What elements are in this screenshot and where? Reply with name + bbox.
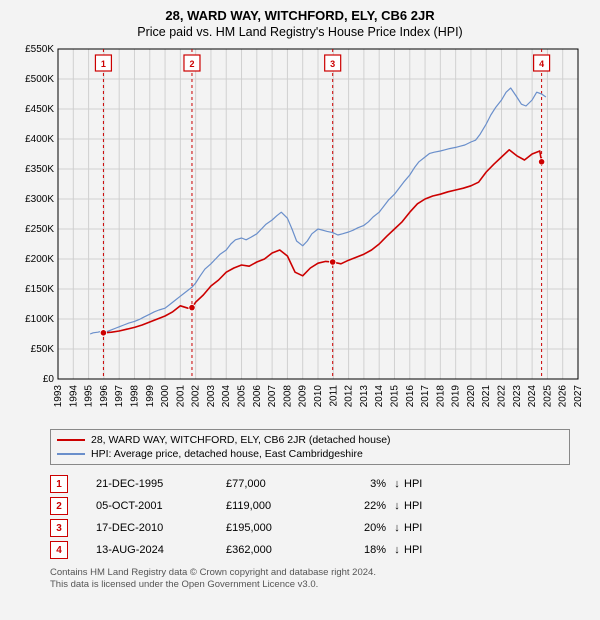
y-tick-label: £50K xyxy=(31,344,55,355)
x-tick-label: 2005 xyxy=(237,385,248,408)
tx-hpi-label: HPI xyxy=(404,478,434,490)
page-subtitle: Price paid vs. HM Land Registry's House … xyxy=(10,25,590,39)
transaction-table: 121-DEC-1995£77,0003%↓HPI205-OCT-2001£11… xyxy=(50,473,570,561)
x-tick-label: 2018 xyxy=(435,385,446,408)
x-tick-label: 1996 xyxy=(99,385,110,408)
x-tick-label: 2016 xyxy=(405,385,416,408)
x-tick-label: 2017 xyxy=(420,385,431,408)
x-tick-label: 2004 xyxy=(221,385,232,408)
x-tick-label: 2026 xyxy=(558,385,569,408)
transaction-dot xyxy=(189,304,195,310)
tx-price: £195,000 xyxy=(226,522,326,534)
tx-marker-number: 1 xyxy=(50,475,68,493)
tx-price: £119,000 xyxy=(226,500,326,512)
y-tick-label: £300K xyxy=(25,194,54,205)
down-arrow-icon: ↓ xyxy=(390,544,404,556)
table-row: 2 05-OCT-2001£119,00022%↓HPI xyxy=(50,495,570,517)
y-tick-label: £100K xyxy=(25,314,54,325)
legend-swatch xyxy=(57,439,85,441)
legend-row: HPI: Average price, detached house, East… xyxy=(57,447,563,461)
x-tick-label: 2010 xyxy=(313,385,324,408)
x-tick-label: 2015 xyxy=(389,385,400,408)
tx-date: 13-AUG-2024 xyxy=(96,544,226,556)
tx-pct: 22% xyxy=(326,500,390,512)
y-tick-label: £200K xyxy=(25,254,54,265)
tx-pct: 18% xyxy=(326,544,390,556)
chart-marker-label: 3 xyxy=(330,59,335,69)
x-tick-label: 1995 xyxy=(84,385,95,408)
x-tick-label: 2001 xyxy=(175,385,186,408)
table-row: 3 17-DEC-2010£195,00020%↓HPI xyxy=(50,517,570,539)
legend: 28, WARD WAY, WITCHFORD, ELY, CB6 2JR (d… xyxy=(50,429,570,465)
x-tick-label: 2024 xyxy=(527,385,538,408)
tx-date: 05-OCT-2001 xyxy=(96,500,226,512)
x-tick-label: 2003 xyxy=(206,385,217,408)
tx-pct: 3% xyxy=(326,478,390,490)
x-tick-label: 1997 xyxy=(114,385,125,408)
y-tick-label: £150K xyxy=(25,284,54,295)
x-tick-label: 1994 xyxy=(68,385,79,408)
down-arrow-icon: ↓ xyxy=(390,500,404,512)
x-tick-label: 2023 xyxy=(512,385,523,408)
chart-marker-label: 2 xyxy=(189,59,194,69)
x-tick-label: 1999 xyxy=(145,385,156,408)
page-container: 28, WARD WAY, WITCHFORD, ELY, CB6 2JR Pr… xyxy=(0,0,600,620)
x-tick-label: 2002 xyxy=(191,385,202,408)
x-tick-label: 2011 xyxy=(328,385,339,407)
tx-price: £77,000 xyxy=(226,478,326,490)
x-tick-label: 1998 xyxy=(129,385,140,408)
tx-hpi-label: HPI xyxy=(404,500,434,512)
table-row: 1 21-DEC-1995£77,0003%↓HPI xyxy=(50,473,570,495)
x-tick-label: 2012 xyxy=(344,385,355,408)
down-arrow-icon: ↓ xyxy=(390,478,404,490)
y-tick-label: £500K xyxy=(25,74,54,85)
x-tick-label: 2008 xyxy=(282,385,293,408)
x-tick-label: 2006 xyxy=(252,385,263,408)
y-tick-label: £0 xyxy=(43,374,55,385)
tx-date: 21-DEC-1995 xyxy=(96,478,226,490)
y-tick-label: £350K xyxy=(25,164,54,175)
y-tick-label: £450K xyxy=(25,104,54,115)
y-tick-label: £400K xyxy=(25,134,54,145)
x-tick-label: 2000 xyxy=(160,385,171,408)
legend-label: HPI: Average price, detached house, East… xyxy=(91,447,363,461)
transaction-dot xyxy=(329,259,335,265)
footer-line: Contains HM Land Registry data © Crown c… xyxy=(50,567,570,578)
x-tick-label: 2027 xyxy=(573,385,584,408)
x-tick-label: 2019 xyxy=(451,385,462,408)
x-tick-label: 2009 xyxy=(298,385,309,408)
tx-marker-number: 3 xyxy=(50,519,68,537)
x-tick-label: 1993 xyxy=(53,385,64,408)
chart-marker-label: 4 xyxy=(539,59,544,69)
y-tick-label: £250K xyxy=(25,224,54,235)
tx-hpi-label: HPI xyxy=(404,544,434,556)
x-tick-label: 2013 xyxy=(359,385,370,408)
down-arrow-icon: ↓ xyxy=(390,522,404,534)
price-chart: £0 £50K £100K £150K £200K £250K £300K £350K £400… xyxy=(10,43,590,423)
tx-pct: 20% xyxy=(326,522,390,534)
x-tick-label: 2014 xyxy=(374,385,385,408)
footer-line: This data is licensed under the Open Gov… xyxy=(50,579,570,590)
x-tick-label: 2020 xyxy=(466,385,477,408)
x-tick-label: 2021 xyxy=(481,385,492,408)
legend-swatch xyxy=(57,453,85,455)
tx-price: £362,000 xyxy=(226,544,326,556)
chart-marker-label: 1 xyxy=(101,59,106,69)
x-tick-label: 2022 xyxy=(497,385,508,408)
transaction-dot xyxy=(100,330,106,336)
table-row: 4 13-AUG-2024£362,00018%↓HPI xyxy=(50,539,570,561)
x-tick-label: 2007 xyxy=(267,385,278,408)
legend-row: 28, WARD WAY, WITCHFORD, ELY, CB6 2JR (d… xyxy=(57,433,563,447)
tx-marker-number: 4 xyxy=(50,541,68,559)
page-title: 28, WARD WAY, WITCHFORD, ELY, CB6 2JR xyxy=(10,8,590,23)
y-tick-label: £550K xyxy=(25,44,54,55)
tx-marker-number: 2 xyxy=(50,497,68,515)
x-tick-label: 2025 xyxy=(542,385,553,408)
transaction-dot xyxy=(538,159,544,165)
tx-date: 17-DEC-2010 xyxy=(96,522,226,534)
legend-label: 28, WARD WAY, WITCHFORD, ELY, CB6 2JR (d… xyxy=(91,433,391,447)
tx-hpi-label: HPI xyxy=(404,522,434,534)
footer: Contains HM Land Registry data © Crown c… xyxy=(50,567,570,590)
